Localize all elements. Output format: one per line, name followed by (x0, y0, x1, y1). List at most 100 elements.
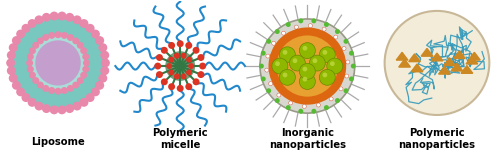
Ellipse shape (186, 70, 192, 75)
Ellipse shape (275, 61, 280, 66)
Text: Liposome: Liposome (31, 137, 85, 147)
Ellipse shape (286, 22, 290, 27)
Ellipse shape (168, 57, 174, 63)
Polygon shape (438, 66, 450, 74)
Ellipse shape (322, 27, 326, 31)
Polygon shape (411, 64, 423, 72)
Ellipse shape (294, 25, 298, 29)
Ellipse shape (82, 66, 89, 73)
Ellipse shape (50, 12, 58, 20)
Ellipse shape (30, 35, 86, 91)
Ellipse shape (198, 71, 204, 78)
Polygon shape (444, 58, 456, 65)
Ellipse shape (98, 43, 108, 52)
Ellipse shape (275, 98, 280, 103)
Ellipse shape (265, 68, 269, 72)
Ellipse shape (72, 37, 79, 44)
Ellipse shape (166, 63, 172, 69)
Ellipse shape (6, 58, 15, 67)
Ellipse shape (58, 12, 66, 20)
Ellipse shape (27, 66, 34, 73)
Ellipse shape (95, 81, 104, 90)
Ellipse shape (186, 83, 192, 90)
Polygon shape (466, 56, 477, 64)
Ellipse shape (345, 74, 349, 78)
Ellipse shape (82, 53, 89, 60)
Ellipse shape (282, 50, 288, 55)
Ellipse shape (72, 15, 82, 24)
Ellipse shape (50, 105, 58, 114)
Ellipse shape (8, 43, 18, 52)
Ellipse shape (176, 40, 184, 47)
Ellipse shape (37, 37, 44, 44)
Ellipse shape (277, 93, 281, 97)
Ellipse shape (268, 82, 272, 86)
Ellipse shape (324, 105, 329, 110)
Ellipse shape (7, 66, 16, 75)
Ellipse shape (286, 105, 290, 110)
Ellipse shape (320, 47, 336, 63)
Ellipse shape (29, 47, 36, 54)
Ellipse shape (156, 71, 163, 78)
Ellipse shape (22, 24, 30, 33)
Ellipse shape (80, 72, 87, 79)
Ellipse shape (10, 16, 106, 110)
Ellipse shape (351, 64, 356, 68)
Text: Polymeric
micelle: Polymeric micelle (152, 128, 208, 150)
Polygon shape (468, 52, 480, 60)
Ellipse shape (72, 81, 79, 89)
Ellipse shape (180, 73, 186, 79)
Ellipse shape (192, 47, 200, 54)
Ellipse shape (302, 67, 308, 71)
Ellipse shape (339, 87, 343, 91)
Ellipse shape (26, 60, 33, 66)
Ellipse shape (302, 104, 306, 108)
Ellipse shape (276, 35, 338, 97)
Ellipse shape (290, 55, 306, 71)
Ellipse shape (67, 85, 74, 92)
Ellipse shape (320, 69, 336, 85)
Ellipse shape (168, 83, 175, 90)
Ellipse shape (165, 51, 195, 81)
Ellipse shape (180, 53, 186, 59)
Ellipse shape (29, 72, 36, 79)
Ellipse shape (174, 53, 180, 59)
Ellipse shape (261, 51, 266, 56)
Ellipse shape (80, 19, 88, 28)
Ellipse shape (275, 29, 280, 34)
Ellipse shape (346, 60, 350, 64)
Ellipse shape (292, 58, 298, 63)
Ellipse shape (384, 11, 490, 115)
Ellipse shape (322, 50, 328, 55)
Ellipse shape (186, 42, 192, 49)
Polygon shape (421, 49, 433, 56)
Ellipse shape (101, 58, 110, 67)
Ellipse shape (272, 41, 276, 45)
Ellipse shape (58, 105, 66, 114)
Ellipse shape (77, 77, 84, 84)
Ellipse shape (34, 102, 43, 111)
Text: Inorganic
nanoparticles: Inorganic nanoparticles (269, 128, 346, 150)
Ellipse shape (161, 78, 168, 85)
Text: Polymeric
nanoparticles: Polymeric nanoparticles (398, 128, 475, 150)
Ellipse shape (300, 74, 316, 89)
Ellipse shape (36, 40, 81, 86)
Ellipse shape (312, 109, 316, 114)
Ellipse shape (32, 42, 40, 49)
Ellipse shape (168, 42, 175, 49)
Ellipse shape (54, 88, 62, 95)
Ellipse shape (329, 97, 333, 101)
Ellipse shape (310, 55, 326, 71)
Ellipse shape (91, 30, 100, 38)
Ellipse shape (42, 104, 51, 113)
Ellipse shape (37, 81, 44, 89)
Ellipse shape (288, 101, 292, 105)
Ellipse shape (349, 51, 354, 56)
Ellipse shape (188, 63, 194, 69)
Ellipse shape (28, 19, 36, 28)
Polygon shape (408, 54, 420, 62)
Ellipse shape (86, 24, 94, 33)
Ellipse shape (266, 88, 271, 93)
Ellipse shape (280, 47, 295, 63)
Ellipse shape (186, 57, 192, 63)
